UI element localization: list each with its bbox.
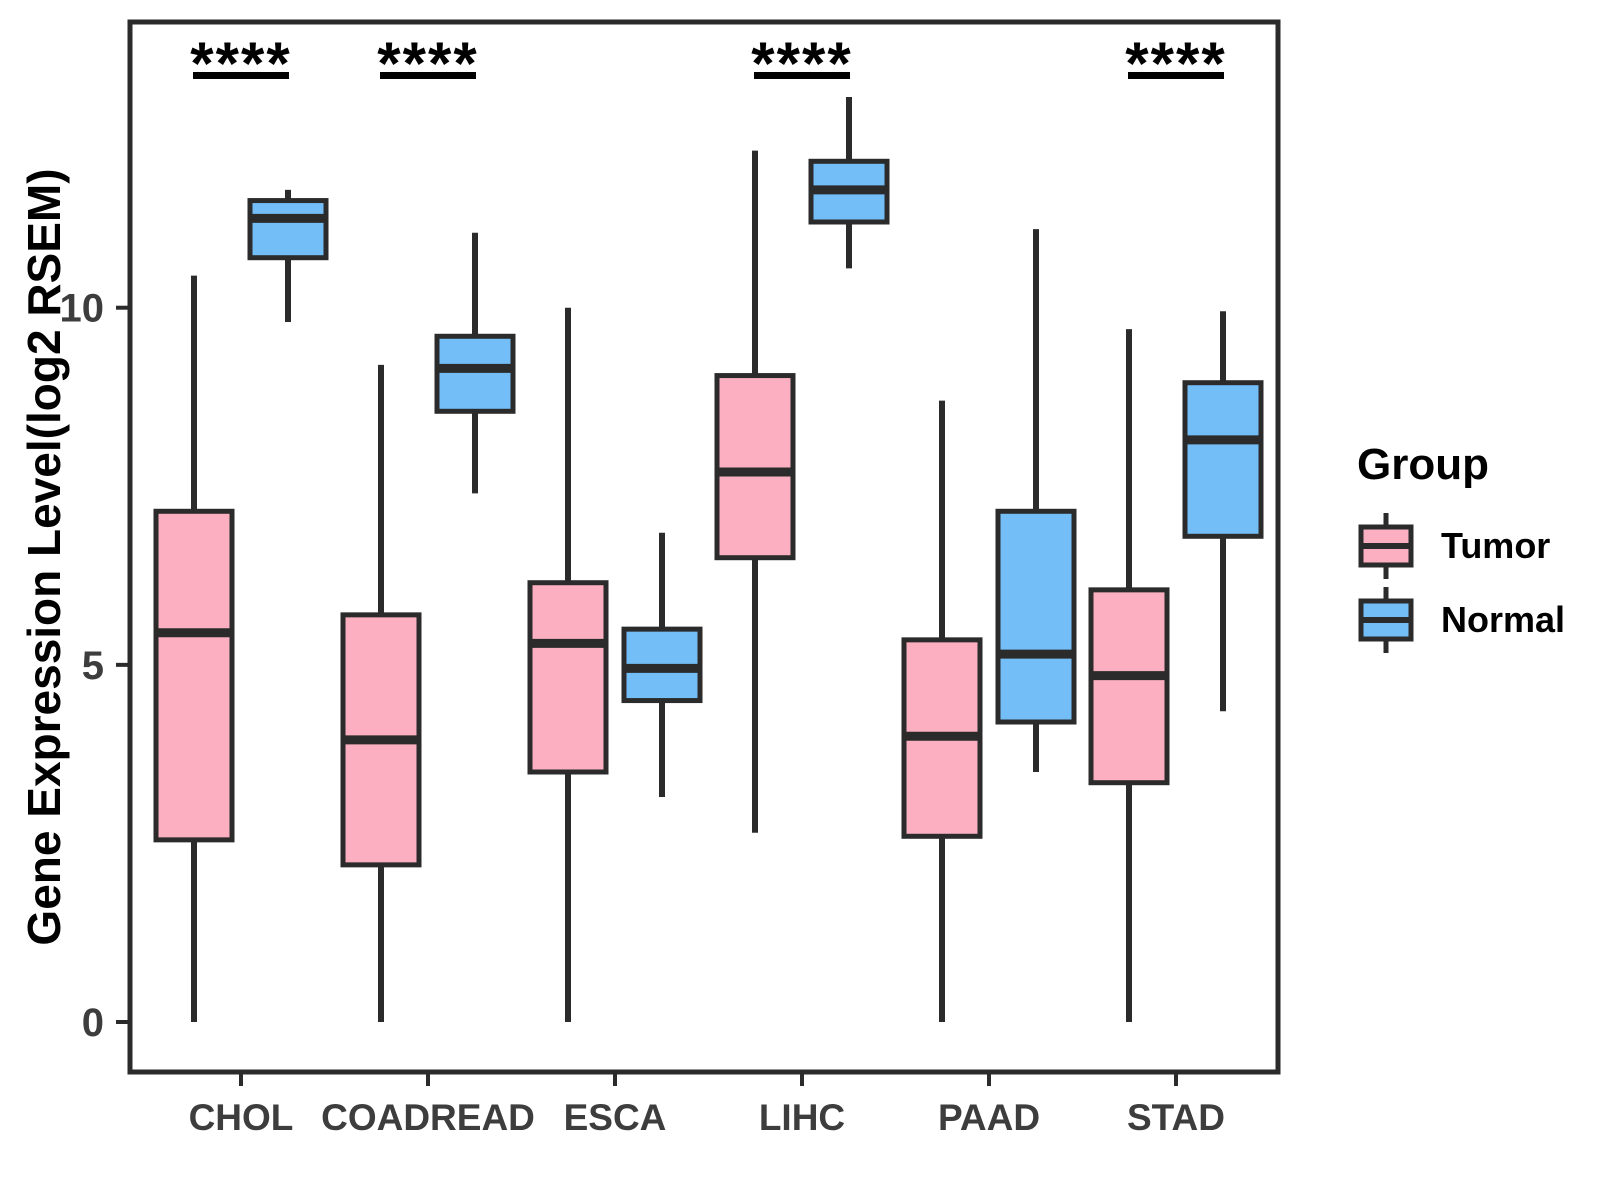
x-category-label-chol: CHOL xyxy=(189,1097,294,1138)
box-lihc-tumor-iqr xyxy=(714,373,796,561)
x-category-label-stad: STAD xyxy=(1127,1097,1225,1138)
tumor-boxplot-glyph-icon xyxy=(1358,513,1414,579)
significance-stars-lihc: **** xyxy=(751,30,852,97)
significance-bar-chol xyxy=(193,72,289,79)
box-chol-tumor-iqr xyxy=(153,508,235,843)
legend-item-label-normal: Normal xyxy=(1441,599,1566,640)
box-chol-normal-iqr xyxy=(247,198,329,261)
significance-bar-coadread xyxy=(380,72,476,79)
legend-item-normal: Normal xyxy=(1357,584,1565,656)
y-axis-title: Gene Expression Level(log2 RSEM) xyxy=(18,168,70,946)
significance-stars-stad: **** xyxy=(1125,30,1226,97)
significance-stars-chol: **** xyxy=(190,30,291,97)
y-tick-label: 10 xyxy=(60,287,105,331)
legend-title: Group xyxy=(1357,440,1489,489)
box-stad-tumor-iqr xyxy=(1088,587,1170,786)
box-coadread-normal-iqr xyxy=(434,333,516,414)
x-category-label-esca: ESCA xyxy=(564,1097,667,1138)
box-paad-normal-iqr xyxy=(995,508,1077,725)
box-stad-normal-iqr xyxy=(1182,380,1264,539)
significance-bar-stad xyxy=(1128,72,1224,79)
normal-boxplot-glyph-icon xyxy=(1358,587,1414,653)
legend-item-tumor: Tumor xyxy=(1357,510,1565,582)
legend: Group Tumor Normal xyxy=(1357,440,1565,658)
y-tick-label: 0 xyxy=(82,1001,104,1045)
x-category-label-coadread: COADREAD xyxy=(321,1097,535,1138)
significance-bar-lihc xyxy=(754,72,850,79)
box-esca-tumor-iqr xyxy=(527,580,609,775)
significance-stars-coadread: **** xyxy=(377,30,478,97)
x-category-label-lihc: LIHC xyxy=(759,1097,845,1138)
x-category-label-paad: PAAD xyxy=(938,1097,1040,1138)
legend-item-label-tumor: Tumor xyxy=(1441,525,1551,566)
plot-panel-border xyxy=(127,19,1281,1075)
y-tick-label: 5 xyxy=(82,644,104,688)
